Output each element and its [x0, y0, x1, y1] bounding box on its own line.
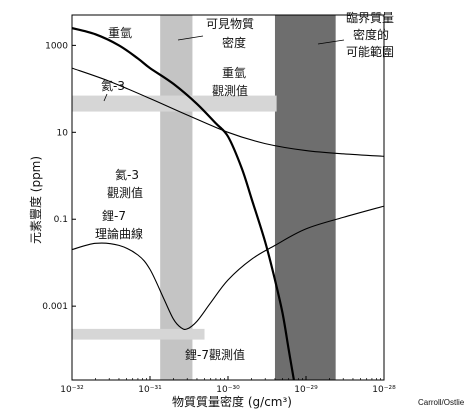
credit-text: Carroll/Ostlie: [418, 398, 465, 407]
label-critical-1: 臨界質量: [346, 10, 394, 25]
band-0: [160, 15, 193, 380]
y-tick-label-0: 1000: [45, 41, 68, 51]
label-visible-density-1: 可見物質: [206, 16, 254, 31]
x-tick-label-1: 10⁻³¹: [138, 385, 162, 395]
series-line-0: [72, 27, 295, 380]
band-2: [72, 95, 277, 112]
y-tick-label-2: 0.1: [54, 215, 68, 225]
x-tick-label-3: 10⁻²⁹: [294, 385, 318, 395]
x-tick-label-4: 10⁻²⁸: [372, 385, 396, 395]
series-line-2: [72, 205, 384, 330]
leader-visible: [177, 35, 204, 41]
y-axis-title: 元素豐度 (ppm): [28, 156, 43, 244]
ticks-layer: 10⁻³² 10⁻³¹ 10⁻³⁰ 10⁻²⁹ 10⁻²⁸ 1000 10 0.1 0.001: [42, 41, 396, 395]
label-li7-theory-2: 理論曲線: [95, 226, 143, 241]
band-1: [274, 15, 336, 380]
label-critical-3: 可能範圍: [346, 44, 394, 59]
series-line-1: [72, 67, 384, 157]
label-he3-obs-2: 觀測值: [107, 185, 143, 200]
bands-layer: [72, 15, 336, 380]
label-deut-obs-2: 觀測值: [212, 83, 248, 98]
y-tick-label-3: 0.001: [42, 302, 68, 312]
annotations: 重氫 氦-3 可見物質 密度 臨界質量 密度的 可能範圍 重氫 觀測值 氦-3 …: [95, 10, 394, 362]
leader-critical: [317, 39, 345, 45]
leader-helium3: [103, 93, 108, 102]
y-tick-label-1: 10: [57, 128, 69, 138]
label-helium3: 氦-3: [101, 78, 125, 93]
label-li7-theory-1: 鋰-7: [102, 209, 126, 223]
leader-lines: [103, 35, 345, 102]
label-deut-obs-1: 重氫: [222, 65, 246, 80]
x-tick-label-0: 10⁻³²: [60, 385, 84, 395]
band-3: [72, 328, 205, 340]
label-visible-density-2: 密度: [222, 35, 246, 50]
curves-layer: [72, 27, 384, 380]
x-tick-label-2: 10⁻³⁰: [216, 385, 240, 395]
label-deuterium: 重氫: [108, 25, 132, 40]
label-critical-2: 密度的: [353, 27, 389, 42]
label-he3-obs-1: 氦-3: [115, 167, 139, 182]
label-li7-obs: 鋰-7觀測值: [185, 347, 245, 362]
x-axis-title: 物質質量密度 (g/cm³): [172, 394, 292, 409]
